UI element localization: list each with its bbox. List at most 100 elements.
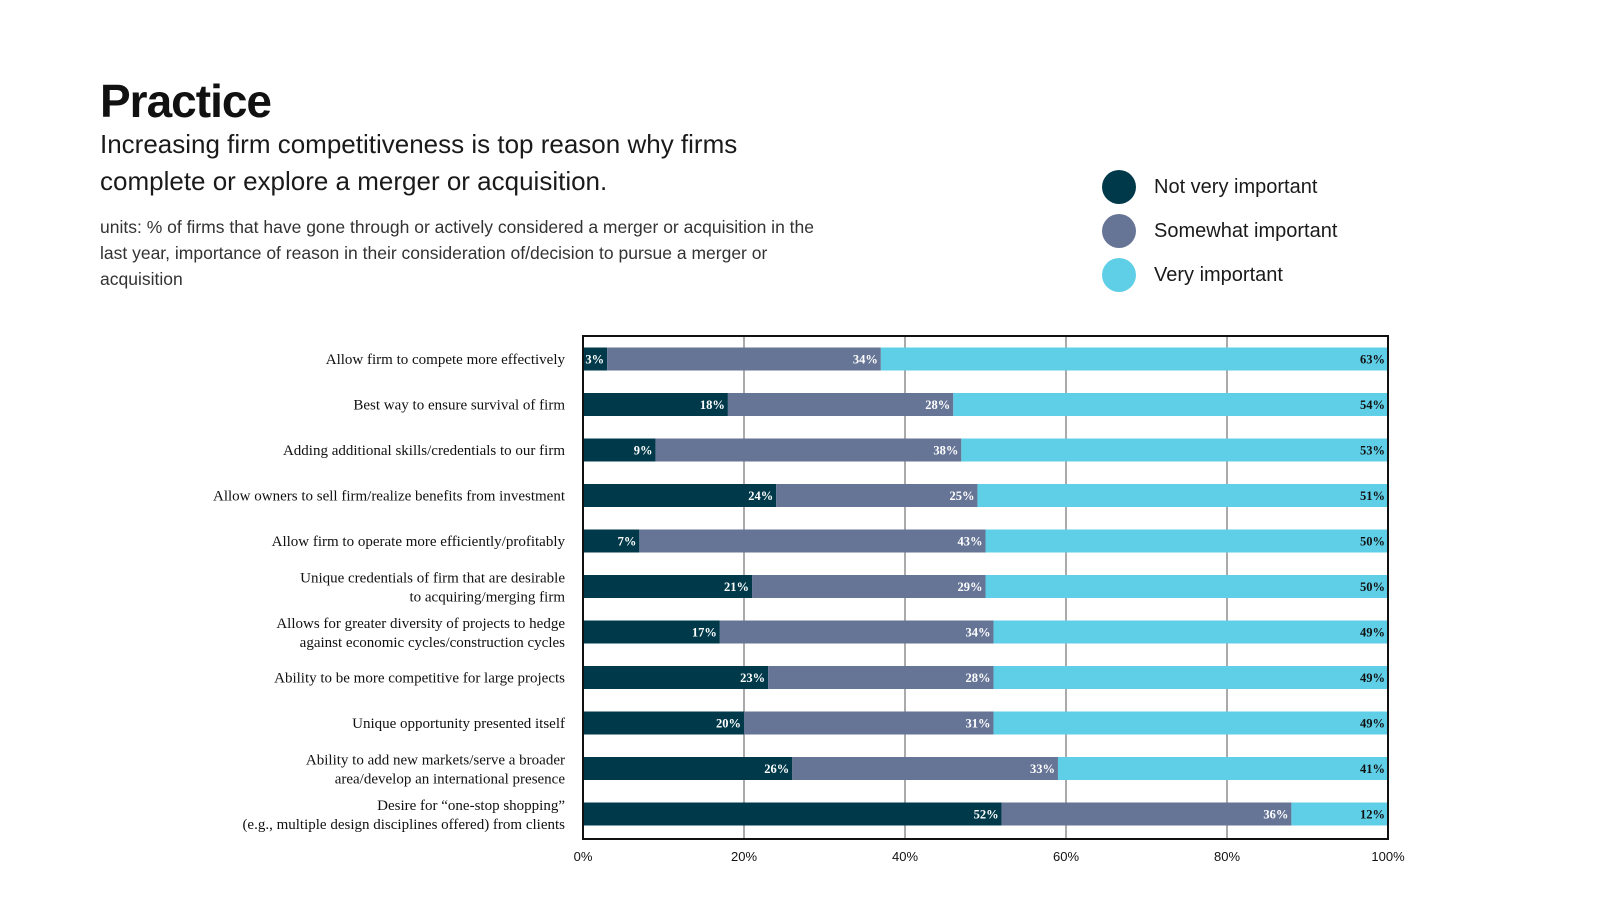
legend-swatch-somewhat-important [1102, 214, 1136, 248]
bar-segment [993, 666, 1388, 689]
bar-segment [639, 529, 986, 553]
chart-title: Practice [100, 75, 272, 127]
data-label: 29% [958, 580, 983, 594]
bar-segment [1001, 802, 1292, 826]
bar-segment [583, 393, 728, 416]
bar-segment [607, 347, 881, 371]
category-label: Allows for greater diversity of projects… [276, 616, 565, 632]
bar-segment [985, 575, 1388, 598]
legend-item-not-very-important: Not very important [1102, 165, 1337, 209]
bar-segment [1057, 757, 1388, 780]
category-label: Ability to add new markets/serve a broad… [306, 753, 565, 769]
bar-segment [792, 757, 1058, 780]
data-label: 20% [716, 717, 741, 731]
data-label: 24% [748, 489, 773, 503]
legend-swatch-very-important [1102, 258, 1136, 292]
data-label: 54% [1360, 398, 1385, 412]
bar-segment [880, 347, 1388, 371]
data-label: 3% [585, 353, 604, 367]
data-label: 9% [634, 444, 653, 458]
data-label: 17% [692, 626, 717, 640]
data-label: 31% [966, 717, 991, 731]
category-label: Unique credentials of firm that are desi… [300, 571, 565, 587]
bar-segment [655, 438, 962, 462]
bar-segment [768, 666, 994, 689]
data-label: 26% [764, 762, 789, 776]
data-label: 18% [700, 398, 725, 412]
data-label: 43% [958, 535, 983, 549]
legend-label: Not very important [1154, 175, 1318, 198]
data-label: 51% [1360, 489, 1385, 503]
category-label: to acquiring/merging firm [409, 590, 565, 606]
bar-segment [985, 529, 1388, 553]
data-label: 38% [933, 444, 958, 458]
data-label: 12% [1360, 808, 1385, 822]
legend-item-very-important: Very important [1102, 253, 1337, 297]
x-tick-label: 80% [1214, 849, 1240, 864]
legend: Not very important Somewhat important Ve… [1102, 165, 1337, 297]
legend-label: Very important [1154, 263, 1283, 286]
category-label: against economic cycles/construction cyc… [300, 635, 565, 651]
data-label: 49% [1360, 671, 1385, 685]
bar-segment [583, 575, 753, 598]
bar-segment [953, 393, 1388, 416]
data-label: 34% [853, 353, 878, 367]
legend-swatch-not-very-important [1102, 170, 1136, 204]
data-label: 41% [1360, 762, 1385, 776]
category-label: area/develop an international presence [335, 772, 566, 788]
category-label: Ability to be more competitive for large… [274, 671, 565, 687]
units-note: units: % of firms that have gone through… [100, 217, 814, 289]
data-label: 21% [724, 580, 749, 594]
bar-segment [583, 620, 720, 644]
chart-subtitle: Increasing firm competitiveness is top r… [100, 129, 738, 196]
bar-segment [583, 711, 744, 735]
data-label: 33% [1030, 762, 1055, 776]
data-label: 52% [974, 808, 999, 822]
bar-segment [583, 347, 608, 371]
category-label: Desire for “one-stop shopping” [377, 798, 565, 814]
legend-item-somewhat-important: Somewhat important [1102, 209, 1337, 253]
bar-segment [776, 484, 978, 507]
data-label: 23% [740, 671, 765, 685]
plot-frame [582, 335, 1389, 840]
bar-segment [719, 620, 994, 644]
data-label: 25% [949, 489, 974, 503]
category-label: Unique opportunity presented itself [352, 716, 565, 732]
bar-segment [583, 802, 1002, 826]
category-label: Allow owners to sell firm/realize benefi… [213, 489, 566, 505]
data-label: 49% [1360, 626, 1385, 640]
data-label: 50% [1360, 580, 1385, 594]
category-label: Allow firm to operate more efficiently/p… [272, 534, 566, 550]
bar-segment [727, 393, 954, 416]
x-tick-label: 60% [1053, 849, 1079, 864]
bar-segment [583, 484, 777, 507]
bar-segment [583, 438, 656, 462]
bar-segment [744, 711, 994, 735]
data-label: 50% [1360, 535, 1385, 549]
bar-segment [1291, 802, 1388, 826]
bar-segment [993, 711, 1388, 735]
data-label: 53% [1360, 444, 1385, 458]
category-label: Best way to ensure survival of firm [353, 398, 565, 414]
data-label: 28% [966, 671, 991, 685]
x-tick-label: 0% [574, 849, 593, 864]
bar-segment [583, 666, 769, 689]
data-label: 63% [1360, 353, 1385, 367]
x-tick-label: 20% [731, 849, 757, 864]
bar-segment [752, 575, 986, 598]
category-label: Allow firm to compete more effectively [326, 352, 566, 368]
data-label: 36% [1263, 808, 1288, 822]
legend-label: Somewhat important [1154, 219, 1338, 242]
bar-segment [583, 757, 793, 780]
data-label: 34% [966, 626, 991, 640]
data-label: 28% [925, 398, 950, 412]
x-tick-label: 100% [1371, 849, 1405, 864]
data-label: 49% [1360, 717, 1385, 731]
bar-segment [961, 438, 1388, 462]
bar-segment [993, 620, 1388, 644]
data-label: 7% [618, 535, 637, 549]
category-label: Adding additional skills/credentials to … [283, 443, 565, 459]
x-tick-label: 40% [892, 849, 918, 864]
category-label: (e.g., multiple design disciplines offer… [242, 817, 565, 833]
